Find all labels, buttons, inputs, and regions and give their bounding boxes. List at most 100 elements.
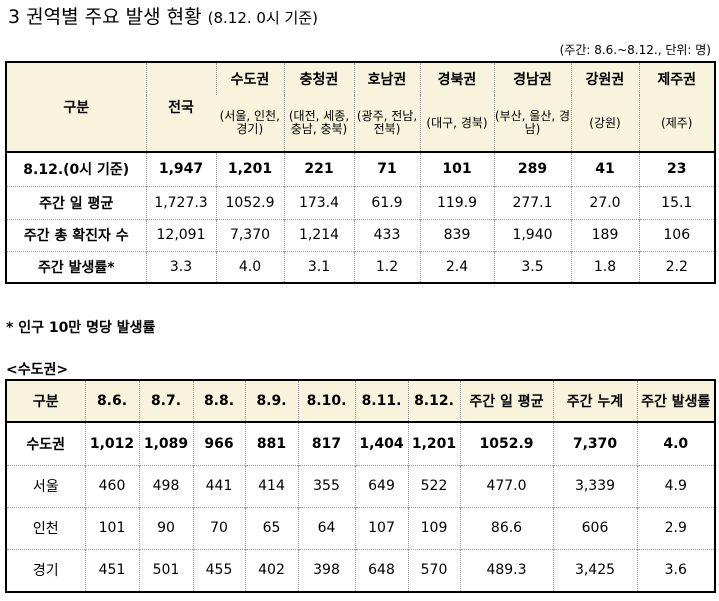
table-cell: 3.1 (283, 250, 354, 283)
table-cell: 71 (353, 151, 420, 186)
region-header: 제주권 (638, 62, 715, 95)
table-cell: 2.4 (419, 250, 494, 283)
title-sub: (8.12. 0시 기준) (207, 9, 318, 27)
table-cell: 3.5 (493, 250, 571, 283)
table-cell: 4.9 (636, 464, 715, 507)
row-label: 서울 (6, 464, 85, 507)
table-cell: 1052.9 (459, 421, 553, 465)
table-row: 주간 발생률* 3.3 4.0 3.1 1.2 2.4 3.5 1.8 2.2 (6, 250, 715, 283)
column-header: 주간 일 평균 (459, 380, 553, 422)
table1-corner-header: 구분 (6, 62, 146, 152)
table-cell: 65 (244, 506, 298, 549)
row-label: 주간 일 평균 (6, 185, 146, 219)
region-header: 충청권 (283, 62, 354, 95)
table-cell: 289 (493, 151, 571, 186)
region-subheader: (대전, 세종, 충남, 충북) (283, 95, 354, 152)
table-cell: 649 (354, 464, 408, 507)
column-header: 주간 누계 (552, 380, 637, 422)
table-cell: 489.3 (459, 548, 553, 592)
table-cell: 15.1 (638, 185, 715, 219)
table-cell: 355 (297, 464, 355, 507)
column-header: 8.7. (138, 380, 193, 422)
table-cell: 3,339 (552, 464, 637, 507)
column-header: 8.11. (354, 380, 408, 422)
table-row: 주간 일 평균 1,727.3 1052.9 173.4 61.9 119.9 … (6, 185, 715, 219)
region-subheader: (대구, 경북) (419, 95, 494, 152)
region-header: 경북권 (419, 62, 494, 95)
table-cell: 2.2 (638, 250, 715, 283)
table-row: 인천 101 90 70 65 64 107 109 86.6 606 2.9 (6, 506, 715, 549)
table-row: 수도권 1,012 1,089 966 881 817 1,404 1,201 … (6, 421, 715, 465)
national-header: 전국 (145, 62, 216, 152)
table-cell: 606 (552, 506, 637, 549)
column-header: 8.12. (407, 380, 460, 422)
region-subheader: (서울, 인천, 경기) (216, 95, 284, 152)
table-cell: 414 (244, 464, 298, 507)
table-cell: 522 (407, 464, 460, 507)
table-row: 8.12.(0시 기준) 1,947 1,201 221 71 101 289 … (6, 151, 715, 186)
table-cell: 101 (419, 151, 494, 186)
column-header: 8.8. (192, 380, 245, 422)
row-label: 수도권 (6, 421, 85, 465)
table-cell: 64 (297, 506, 355, 549)
table-cell: 1,089 (138, 421, 193, 465)
title-main: 3 권역별 주요 발생 현황 (8, 6, 202, 28)
table-cell: 1.2 (353, 250, 420, 283)
table-cell: 7,370 (552, 421, 637, 465)
table-cell: 1.8 (570, 250, 639, 283)
table-cell: 3.3 (145, 250, 216, 283)
table-cell: 109 (407, 506, 460, 549)
column-header: 구분 (6, 380, 85, 422)
table-cell: 3.6 (636, 548, 715, 592)
page-title: 3 권역별 주요 발생 현황 (8.12. 0시 기준) (8, 2, 318, 29)
column-header: 8.6. (84, 380, 139, 422)
table-cell: 1,727.3 (145, 185, 216, 219)
table-cell: 498 (138, 464, 193, 507)
region-header: 호남권 (353, 62, 420, 95)
column-header: 8.9. (244, 380, 298, 422)
table-cell: 277.1 (493, 185, 571, 219)
table1-header-row: 구분 전국 수도권 충청권 호남권 경북권 경남권 강원권 제주권 (6, 62, 715, 152)
row-label: 주간 총 확진자 수 (6, 218, 146, 251)
table-cell: 817 (297, 421, 355, 465)
table-cell: 107 (354, 506, 408, 549)
table-cell: 3,425 (552, 548, 637, 592)
table-cell: 1,201 (407, 421, 460, 465)
table-cell: 477.0 (459, 464, 553, 507)
table-cell: 23 (638, 151, 715, 186)
table2-header-row: 구분 8.6. 8.7. 8.8. 8.9. 8.10. 8.11. 8.12.… (6, 380, 715, 422)
table-cell: 173.4 (283, 185, 354, 219)
table-cell: 1,201 (215, 151, 284, 186)
table-cell: 1,404 (354, 421, 408, 465)
section-label: <수도권> (6, 362, 69, 378)
table-cell: 648 (354, 548, 408, 592)
table-cell: 441 (192, 464, 245, 507)
table-cell: 839 (419, 218, 494, 251)
table-cell: 1,012 (84, 421, 139, 465)
footnote: * 인구 10만 명당 발생률 (6, 320, 156, 336)
table-cell: 221 (283, 151, 354, 186)
row-label: 주간 발생률* (6, 250, 146, 283)
table-cell: 41 (570, 151, 639, 186)
table-cell: 101 (84, 506, 139, 549)
row-label: 경기 (6, 548, 85, 592)
table-cell: 398 (297, 548, 355, 592)
column-header: 8.10. (297, 380, 355, 422)
column-header: 주간 발생률 (636, 380, 715, 422)
table-cell: 106 (638, 218, 715, 251)
unit-note: (주간: 8.6.~8.12., 단위: 명) (559, 43, 711, 57)
table-cell: 27.0 (570, 185, 639, 219)
table-cell: 4.0 (215, 250, 284, 283)
regional-summary-table: 구분 전국 수도권 충청권 호남권 경북권 경남권 강원권 제주권 (서울, 인… (5, 61, 716, 284)
table-cell: 881 (244, 421, 298, 465)
table-cell: 460 (84, 464, 139, 507)
table-cell: 1,214 (283, 218, 354, 251)
region-header: 수도권 (215, 62, 284, 95)
table-cell: 7,370 (215, 218, 284, 251)
region-subheader: (강원) (570, 95, 639, 152)
table-cell: 1,940 (493, 218, 571, 251)
table-cell: 4.0 (636, 421, 715, 465)
table-cell: 402 (244, 548, 298, 592)
table-cell: 90 (138, 506, 193, 549)
table-cell: 119.9 (419, 185, 494, 219)
